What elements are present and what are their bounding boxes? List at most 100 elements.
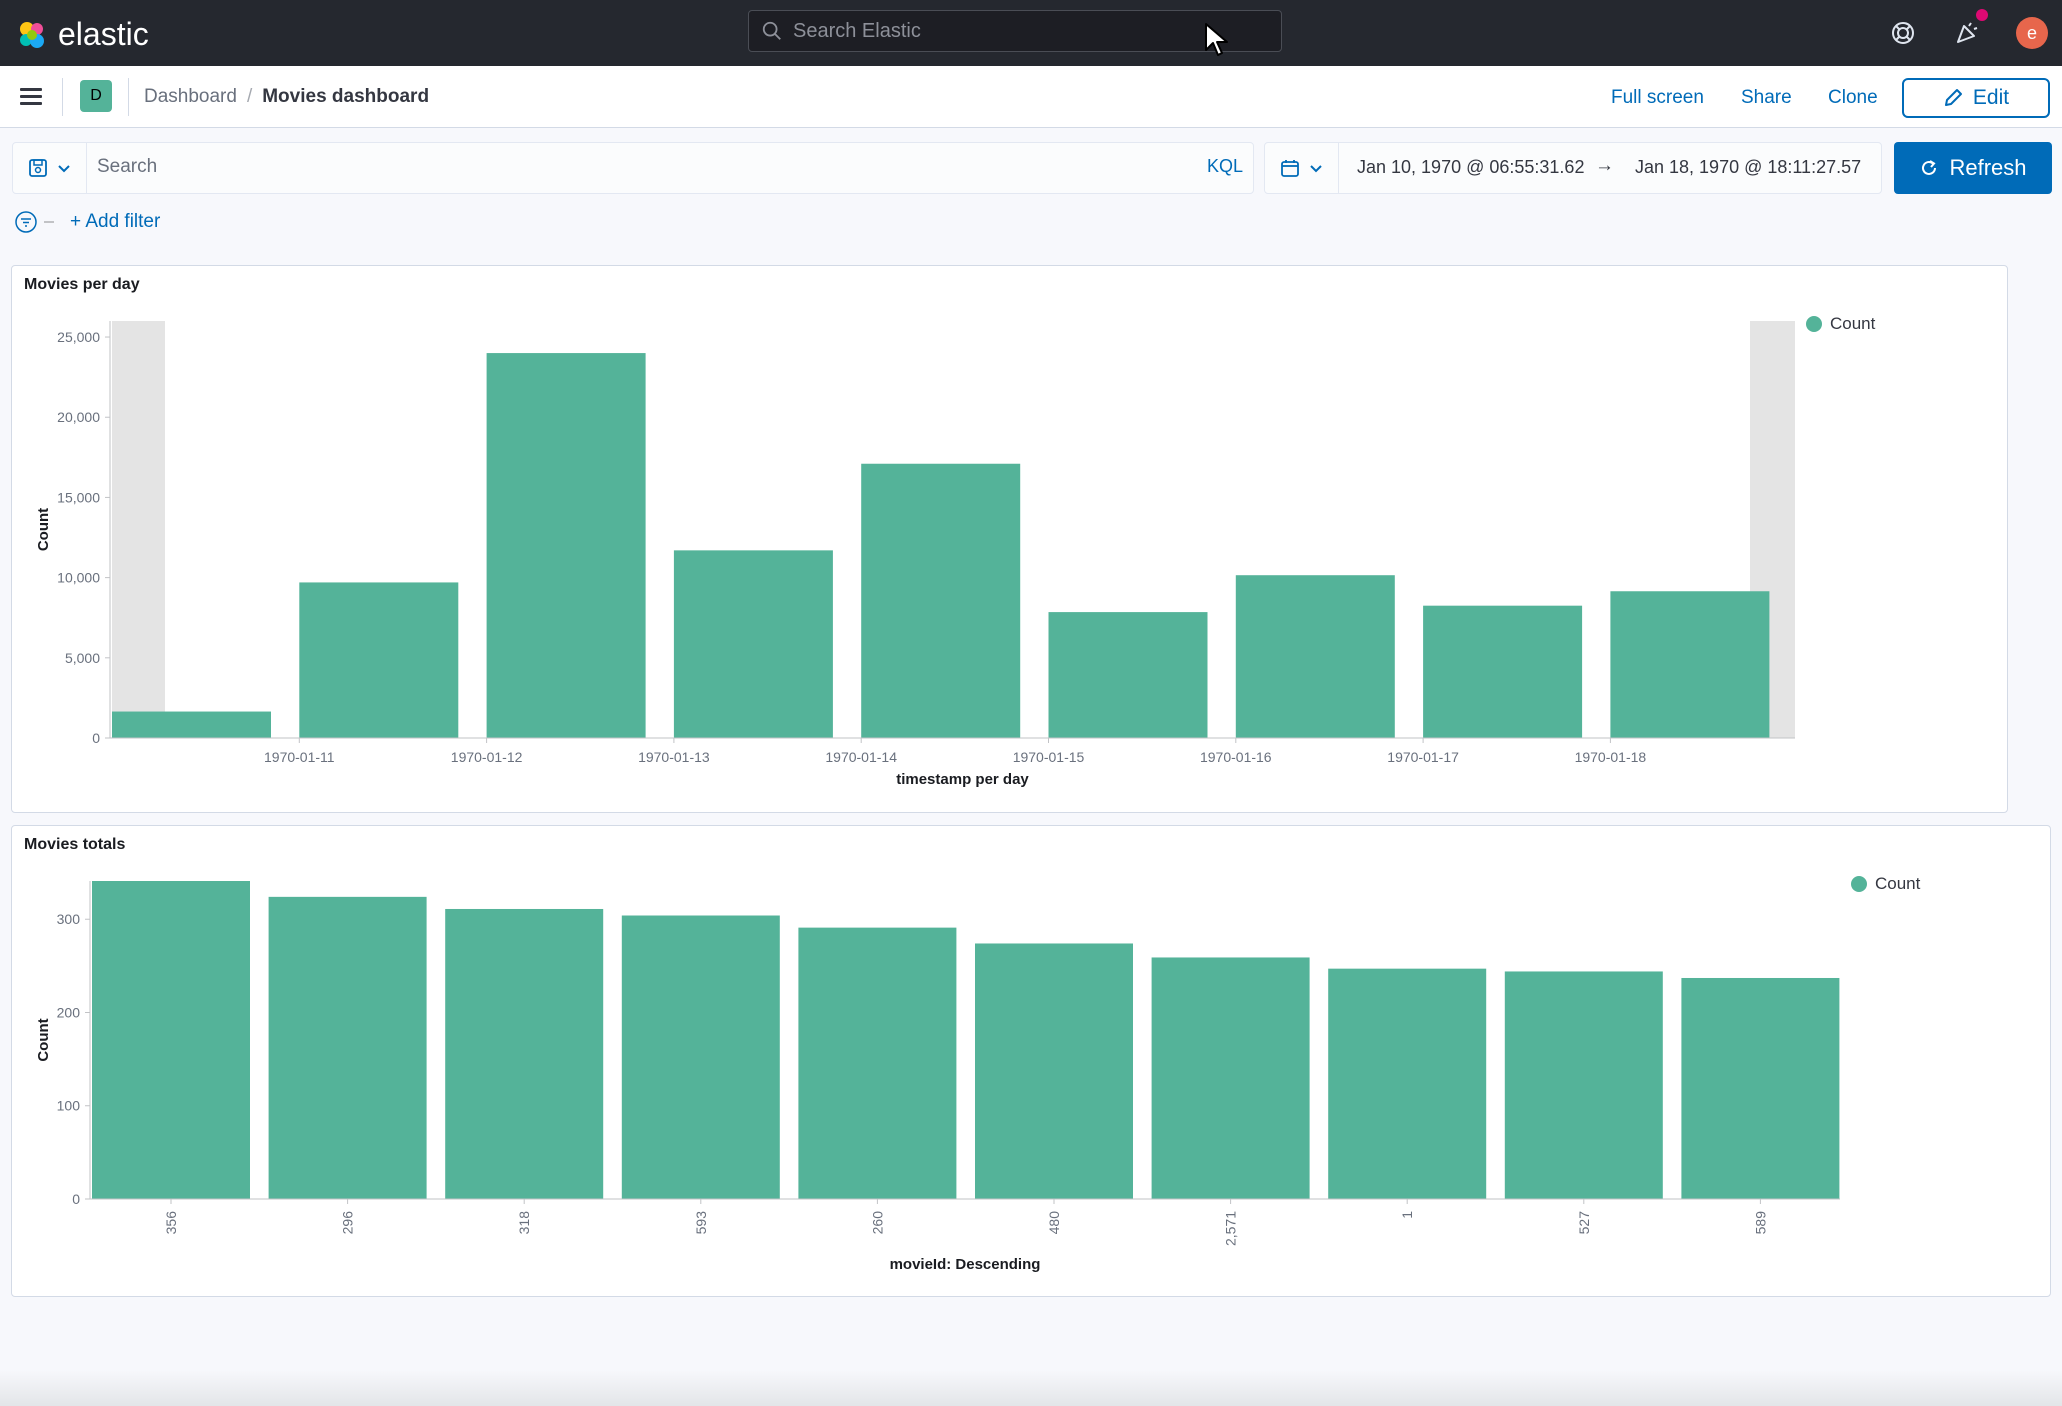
- start-date[interactable]: Jan 10, 1970 @ 06:55:31.62: [1357, 157, 1585, 177]
- legend-label: Count: [1875, 874, 1921, 893]
- y-tick-label: 10,000: [57, 570, 100, 586]
- query-language-button[interactable]: KQL: [1207, 156, 1244, 176]
- x-axis-title: timestamp per day: [896, 771, 1029, 788]
- legend-label: Count: [1830, 314, 1876, 333]
- breadcrumb-current: Movies dashboard: [262, 86, 430, 107]
- query-search-input[interactable]: Search: [97, 156, 158, 177]
- chart-bar: [1048, 612, 1208, 738]
- full-screen-button[interactable]: Full screen: [1611, 87, 1704, 108]
- y-tick-label: 0: [92, 730, 100, 746]
- window-bottom-edge: [0, 1370, 2062, 1406]
- chart-bar: [445, 908, 604, 1199]
- y-axis-title: Count: [35, 1018, 52, 1061]
- partial-bucket-shade: [112, 321, 165, 738]
- menu-toggle-button[interactable]: [20, 88, 42, 106]
- movies-totals-panel: Movies totals Count 0 100 200 300 356 296 318 5…: [11, 825, 2051, 1297]
- chart-bar: [1235, 575, 1395, 738]
- chart-bar: [1151, 957, 1310, 1199]
- movies-per-day-panel: Movies per day Count 0 5,000 10,000 15,000 2…: [11, 265, 2008, 813]
- help-icon[interactable]: [1890, 20, 1916, 46]
- elastic-logo[interactable]: elastic: [16, 16, 149, 53]
- save-icon: [28, 159, 47, 177]
- x-tick-label: 260: [869, 1211, 885, 1235]
- user-avatar[interactable]: e: [2016, 17, 2048, 49]
- y-tick-label: 20,000: [57, 409, 100, 425]
- x-tick-label: 296: [340, 1211, 356, 1235]
- breadcrumb-dashboard[interactable]: Dashboard: [144, 86, 237, 107]
- y-tick-label: 200: [57, 1004, 81, 1020]
- x-tick-label: 1970-01-17: [1387, 749, 1459, 765]
- calendar-icon: [1280, 160, 1299, 177]
- chart-bar: [1328, 968, 1487, 1199]
- chevron-down-icon: [1309, 165, 1322, 173]
- refresh-button[interactable]: Refresh: [1894, 142, 2052, 194]
- avatar-letter: e: [2026, 22, 2037, 43]
- x-tick-label: 1970-01-13: [638, 749, 710, 765]
- legend-color-swatch: [1851, 876, 1867, 892]
- x-tick-label: 1970-01-18: [1575, 749, 1647, 765]
- chart-bar: [621, 915, 780, 1199]
- refresh-label: Refresh: [1949, 155, 2027, 180]
- clone-button[interactable]: Clone: [1828, 87, 1878, 108]
- newsfeed-icon[interactable]: [1954, 20, 1980, 46]
- top-navigation-bar: elastic Search Elastic e: [0, 0, 2062, 66]
- global-search-placeholder: Search Elastic: [793, 19, 921, 42]
- x-tick-label: 527: [1576, 1211, 1592, 1235]
- space-avatar[interactable]: D: [80, 80, 112, 112]
- chevron-down-icon: [57, 165, 70, 173]
- panel-title: Movies per day: [24, 276, 140, 293]
- legend-color-swatch: [1806, 316, 1822, 332]
- app-header: D Dashboard / Movies dashboard Full scre…: [0, 66, 2062, 128]
- date-picker: Jan 10, 1970 @ 06:55:31.62 → Jan 18, 197…: [1264, 142, 1882, 194]
- breadcrumb: Dashboard / Movies dashboard: [144, 86, 429, 108]
- y-axis-title: Count: [35, 508, 52, 551]
- chart-legend[interactable]: Count: [1806, 314, 1875, 334]
- chart-legend[interactable]: Count: [1851, 874, 1920, 894]
- y-tick-label: 300: [57, 911, 81, 927]
- chart-bar: [112, 711, 271, 738]
- end-date[interactable]: Jan 18, 1970 @ 18:11:27.57: [1635, 157, 1862, 177]
- edit-label: Edit: [1972, 86, 2010, 109]
- x-tick-label: 1970-01-14: [825, 749, 897, 765]
- chart-bar: [92, 881, 250, 1199]
- y-tick-label: 15,000: [57, 489, 100, 505]
- x-tick-label: 1: [1399, 1211, 1415, 1219]
- y-tick-label: 5,000: [65, 650, 100, 666]
- chart-bar: [486, 353, 646, 738]
- notification-badge: [1976, 9, 1988, 21]
- chart-bar: [1681, 977, 1840, 1199]
- elastic-logo-icon: [20, 21, 44, 48]
- x-tick-label: 1970-01-12: [451, 749, 523, 765]
- global-search-input[interactable]: Search Elastic: [748, 10, 1282, 52]
- pencil-icon: [1944, 89, 1962, 106]
- search-icon: [762, 21, 781, 40]
- chart-bar: [975, 943, 1133, 1199]
- saved-query-menu-button[interactable]: [13, 143, 87, 193]
- filter-icon[interactable]: [14, 210, 38, 234]
- y-tick-label: 100: [57, 1098, 81, 1114]
- quick-select-button[interactable]: [1265, 143, 1339, 193]
- refresh-icon: [1922, 160, 1937, 175]
- chart-bar: [268, 896, 427, 1199]
- chart-bar: [299, 582, 459, 738]
- space-letter: D: [90, 87, 102, 104]
- movies-totals-chart: 0 100 200 300 356 296 318 593 260 480 2,571 1 527 589…: [35, 881, 1840, 1273]
- x-tick-label: 2,571: [1223, 1211, 1239, 1246]
- breadcrumb-separator: /: [246, 86, 253, 107]
- divider: [128, 78, 129, 116]
- add-filter-button[interactable]: + Add filter: [70, 211, 161, 232]
- panel-title: Movies totals: [24, 836, 126, 853]
- chart-bar: [1610, 591, 1770, 738]
- x-tick-label: 480: [1046, 1211, 1062, 1235]
- chart-bar: [798, 927, 957, 1199]
- x-tick-label: 1970-01-15: [1013, 749, 1085, 765]
- y-tick-label: 0: [72, 1191, 80, 1207]
- x-tick-label: 356: [163, 1211, 179, 1235]
- edit-button[interactable]: Edit: [1902, 78, 2050, 118]
- share-button[interactable]: Share: [1741, 87, 1792, 108]
- x-tick-label: 318: [516, 1211, 532, 1235]
- x-tick-label: 1970-01-16: [1200, 749, 1272, 765]
- chart-bar: [1504, 971, 1663, 1199]
- movies-per-day-chart: 0 5,000 10,000 15,000 20,000 25,000 1970-01-11…: [35, 321, 1795, 788]
- brand-name: elastic: [58, 16, 149, 52]
